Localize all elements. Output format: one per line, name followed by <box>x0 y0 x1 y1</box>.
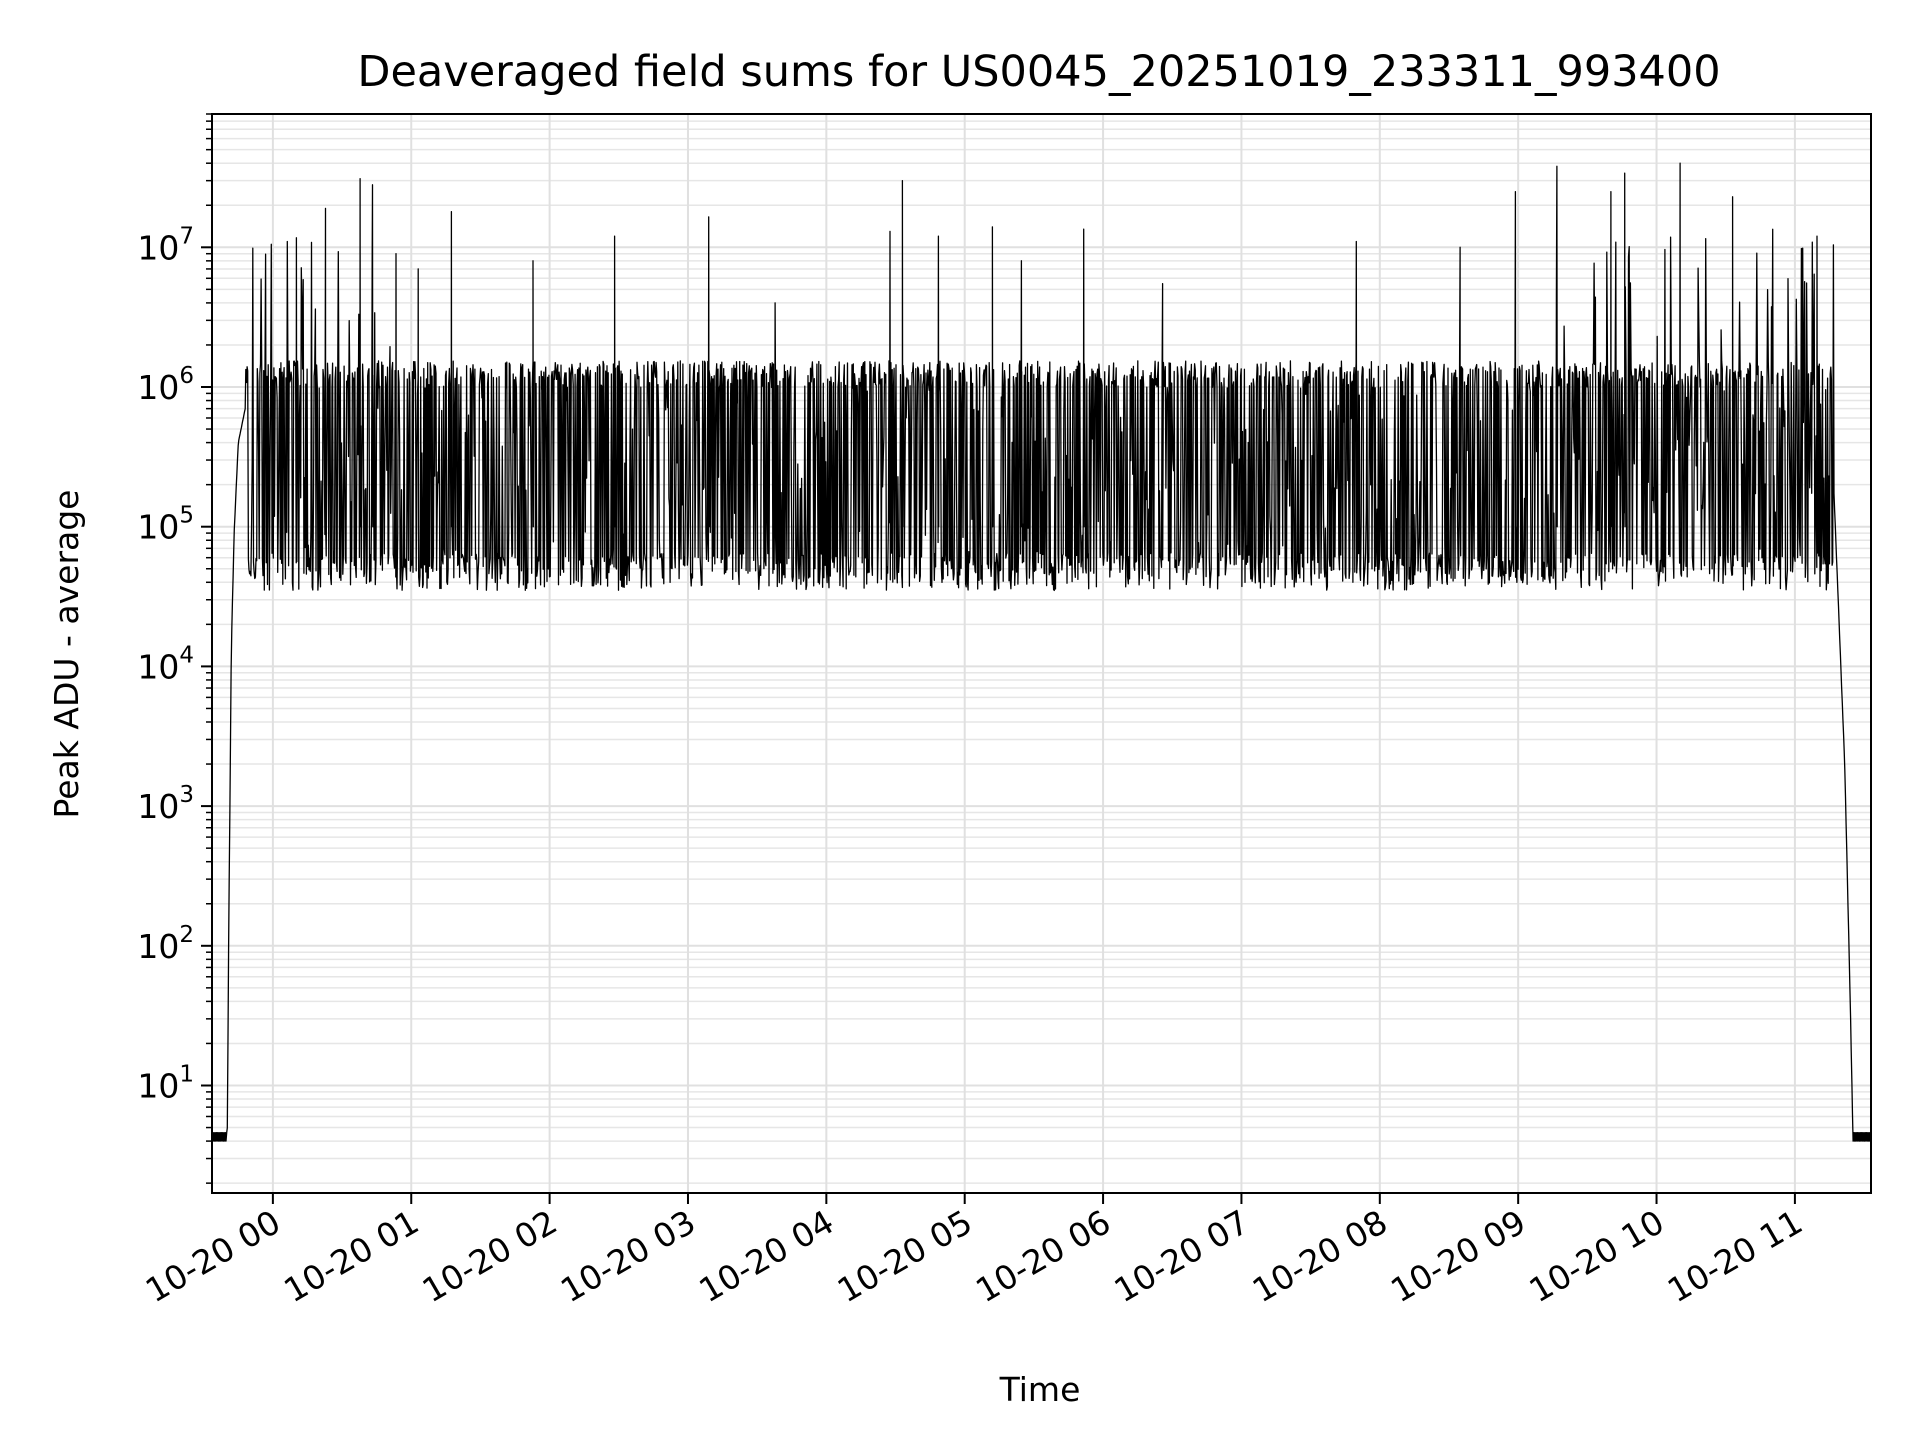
y-axis-title: Peak ADU - average <box>47 490 86 819</box>
series-line <box>212 162 1871 1142</box>
x-axis-title: Time <box>999 1370 1081 1409</box>
series-group <box>212 162 1871 1142</box>
y-tick-label: 102 <box>137 922 194 966</box>
y-tick-label: 106 <box>137 363 194 407</box>
y-tick-label: 101 <box>137 1061 194 1105</box>
y-axis: 101 102 103 104 105 106 107 <box>137 113 212 1184</box>
y-tick-label: 105 <box>137 503 194 547</box>
y-tick-label: 107 <box>137 223 194 267</box>
grid-minor <box>212 113 1871 1184</box>
y-tick-label: 104 <box>137 642 194 686</box>
chart-title: Deaveraged field sums for US0045_2025101… <box>357 47 1720 97</box>
y-tick-label: 103 <box>137 782 194 826</box>
plot-frame <box>211 113 1872 1194</box>
